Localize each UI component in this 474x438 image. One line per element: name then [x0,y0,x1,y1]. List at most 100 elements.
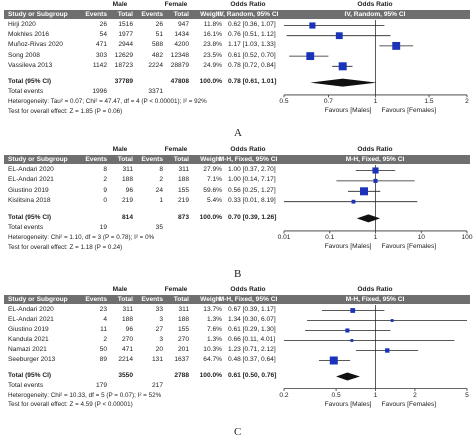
total-events-label: Total events [8,88,44,96]
events-female: 3 [159,316,163,323]
events-female: 3 [159,336,163,343]
header-weight: Weight [200,10,222,18]
study-weight: 23.8% [203,41,222,49]
header-bar [4,10,470,19]
header-plot-method: M-H, Fixed, 95% CI [345,295,405,303]
events-female: 131 [151,356,163,363]
events-male: 1142 [92,61,107,69]
events-female: 8 [159,166,163,173]
study-marker [309,22,316,29]
study-weight: 64.7% [203,356,222,363]
total-female: 188 [177,176,189,184]
x-tick-label: 1 [373,97,378,105]
header-total-female: Total [173,295,189,303]
events-male: 471 [95,41,107,49]
events-male: 8 [103,166,107,173]
study-odds-ratio-ci: 0.48 [0.37, 0.64] [228,356,276,363]
header-total-female: Total [173,10,189,18]
study-weight: 1.3% [206,336,222,343]
total-female: 1434 [174,31,189,39]
total-female: 2788 [174,372,189,379]
x-tick-label: 1 [373,233,378,241]
x-tick-label: 0.01 [277,233,291,241]
total-female: 12348 [170,51,189,59]
x-tick-label: 1 [373,391,378,399]
study-odds-ratio-ci: 1.34 [0.30, 6.07] [228,316,276,323]
study-marker [351,199,356,204]
study-weight: 11.8% [203,21,222,28]
study-odds-ratio-ci: 0.66 [0.11, 4.01] [228,336,276,343]
header-bar [4,295,470,304]
events-female: 20 [155,346,163,353]
study-marker [392,41,401,50]
study-weight: 59.6% [203,186,222,194]
total-events-male: 19 [99,224,107,232]
study-name: Song 2008 [8,51,40,59]
study-marker [306,52,315,61]
x-tick-label: 5 [465,391,469,399]
study-weight: 7.1% [206,176,222,184]
total-events-female: 217 [151,382,163,389]
header-bar [4,155,470,164]
plot-column-title: Odds Ratio [357,146,393,153]
total-male: 1977 [118,31,133,39]
total-events-label: Total events [8,224,44,232]
total-female: 311 [178,306,189,313]
x-tick-label: 100 [461,233,473,241]
study-odds-ratio-ci: 1.17 [1.03, 1.33] [228,41,276,49]
header-total-female: Total [173,155,189,163]
overall-effect-text: Test for overall effect: Z = 4.59 (P < 0… [8,401,133,408]
study-odds-ratio-ci: 0.33 [0.01, 8.19] [228,197,276,205]
study-name: Muñoz-Rivas 2020 [8,41,63,49]
header-study: Study or Subgroup [8,155,68,163]
favours-females-label: Favours [Females] [381,400,437,408]
group-label-female: Female [164,146,188,153]
study-odds-ratio-ci: 1.00 [0.14, 7.17] [228,176,276,184]
study-weight: 24.9% [203,61,222,69]
total-label: Total (95% CI) [8,372,52,379]
study-name: EL-Andari 2020 [8,306,54,313]
x-tick-label: 0.5 [331,391,341,399]
study-name: Seeburger 2013 [8,356,56,363]
study-marker [372,167,379,174]
group-label-female: Female [164,1,188,8]
panel-label: B [234,268,242,280]
study-odds-ratio-ci: 0.76 [0.51, 1.12] [228,31,276,39]
study-name: EL-Andari 2021 [8,176,54,184]
total-weight: 100.0% [199,78,222,86]
total-female: 947 [177,21,189,28]
header-weight: Weight [200,295,222,303]
total-female: 155 [177,326,189,333]
total-female: 4200 [174,41,189,49]
x-tick-label: 2 [413,391,417,399]
favours-females-label: Favours [Females] [381,242,437,250]
group-label-male: Male [112,146,128,153]
total-female: 1637 [174,356,189,363]
total-events-label: Total events [8,382,44,389]
panel-label: C [234,426,242,438]
header-events-male: Events [85,10,107,18]
header-total-male: Total [117,295,133,303]
group-label-male: Male [112,286,128,293]
favours-males-label: Favours [Males] [324,242,372,250]
total-weight: 100.0% [199,213,222,221]
events-female: 24 [155,186,163,194]
study-marker [350,339,354,342]
study-weight: 10.3% [203,346,222,353]
study-weight: 7.6% [206,326,222,333]
study-weight: 13.7% [203,306,222,313]
events-male: 9 [103,186,107,194]
total-female: 47808 [170,78,189,86]
total-male: 12629 [114,51,133,59]
events-female: 51 [155,31,163,39]
x-tick-label: 0.1 [325,233,335,241]
total-events-female: 3371 [148,88,163,96]
pooled-odds-ratio-ci: 0.78 [0.61, 1.01] [228,78,277,86]
header-events-male: Events [85,295,107,303]
total-female: 201 [177,346,189,353]
study-marker [345,328,350,333]
header-events-female: Events [141,155,163,163]
study-name: Mokhles 2016 [8,31,50,39]
total-male: 219 [121,197,133,205]
